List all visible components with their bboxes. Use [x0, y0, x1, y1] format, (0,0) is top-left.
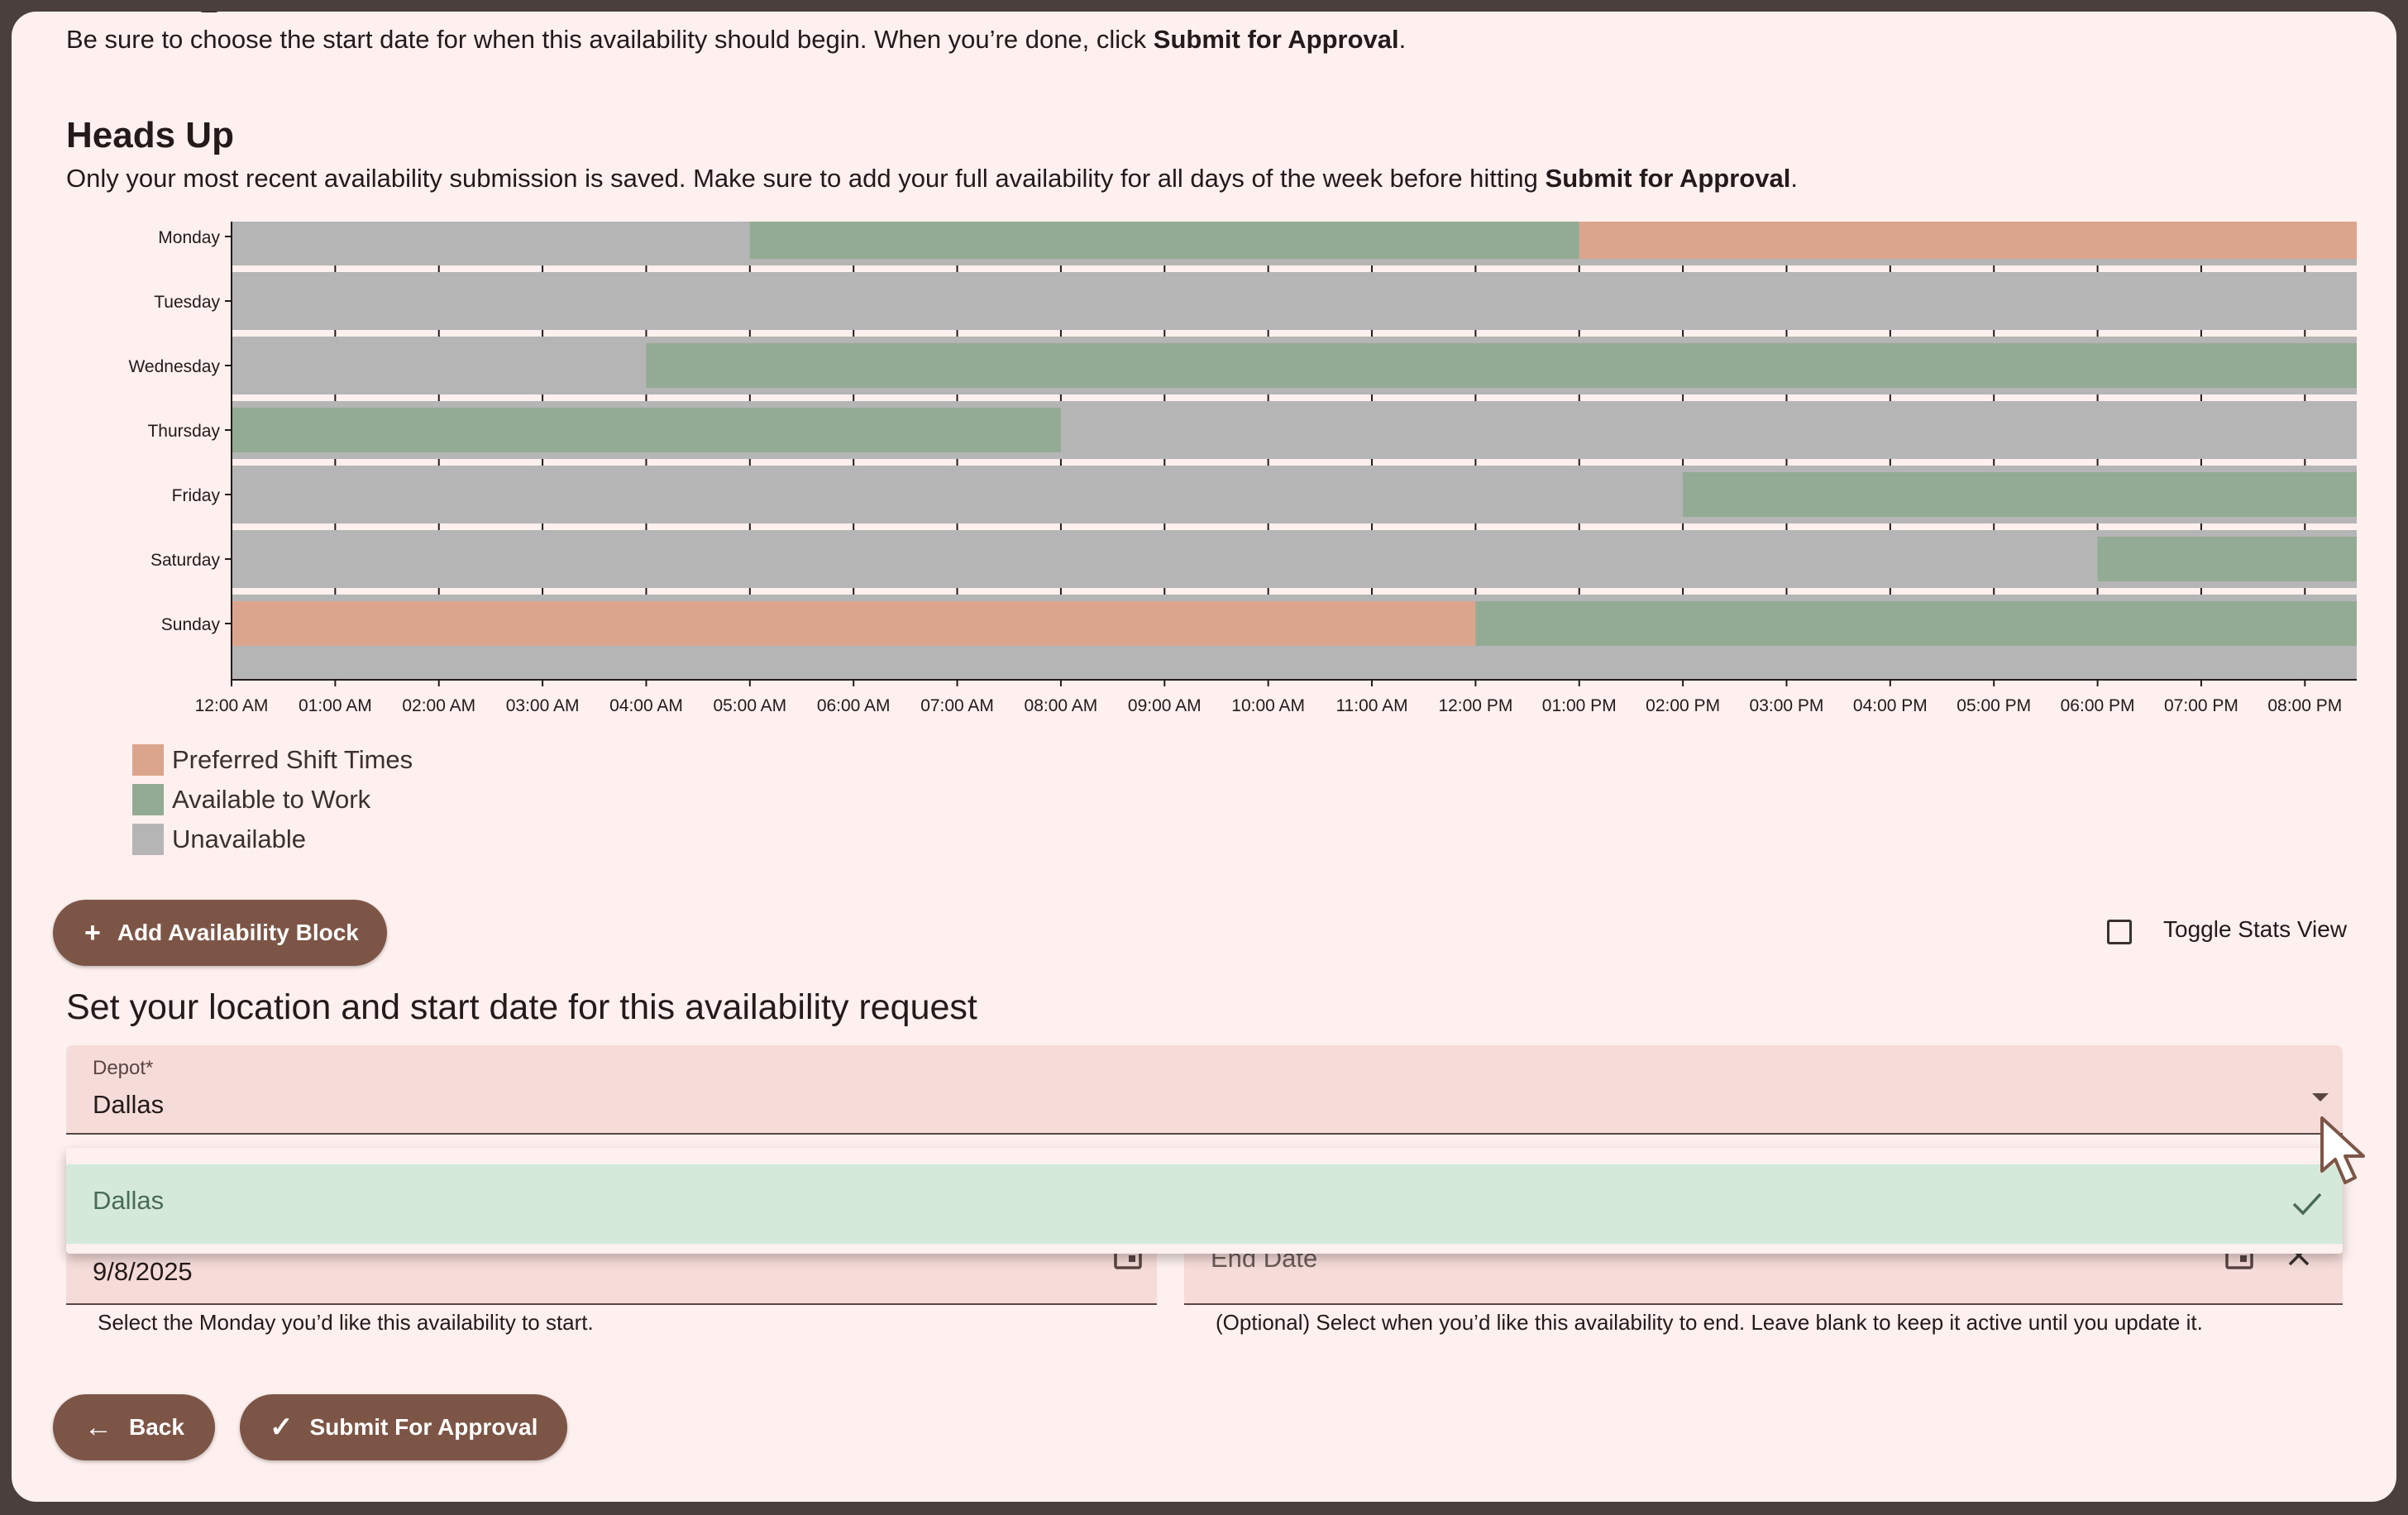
- plus-icon: +: [84, 917, 101, 949]
- x-tick-label-20: 08:00 PM: [2267, 696, 2342, 715]
- bar-saturday-0: [232, 537, 2098, 581]
- x-tick-label-1: 01:00 AM: [299, 696, 372, 715]
- triangle-down-icon[interactable]: [2310, 1092, 2330, 1103]
- legend-swatch-preferred: [132, 744, 164, 776]
- x-tick-label-18: 06:00 PM: [2061, 696, 2135, 715]
- submit-for-approval-label: Submit For Approval: [309, 1414, 538, 1440]
- y-tick-label-saturday: Saturday: [150, 551, 221, 570]
- legend-swatch-unavailable: [132, 824, 164, 855]
- x-tick-label-14: 02:00 PM: [1646, 696, 1720, 715]
- toggle-stats-label[interactable]: Toggle Stats View: [2163, 916, 2348, 942]
- row-separator-0: [232, 265, 2357, 272]
- bar-thursday-1: [1060, 408, 2357, 452]
- intro-text-before: Be sure to choose the start date for whe…: [66, 25, 1154, 54]
- heads-up-text: Only your most recent availability submi…: [66, 162, 1798, 195]
- end-date-helper: (Optional) Select when you’d like this a…: [1216, 1310, 2203, 1335]
- location-section-title: Set your location and start date for thi…: [66, 987, 977, 1027]
- app-window: Be sure to choose the start date for whe…: [12, 12, 2396, 1502]
- legend-swatch-available: [132, 784, 164, 815]
- legend-label-preferred: Preferred Shift Times: [172, 745, 413, 774]
- heads-up-title: Heads Up: [66, 115, 234, 155]
- intro-text-bold: Submit for Approval: [1153, 25, 1399, 54]
- y-tick-label-wednesday: Wednesday: [128, 357, 220, 376]
- x-tick-label-12: 12:00 PM: [1438, 696, 1512, 715]
- x-tick-label-7: 07:00 AM: [920, 696, 994, 715]
- y-tick-label-friday: Friday: [172, 486, 221, 505]
- heads-up-text-after: .: [1790, 164, 1798, 193]
- check-icon: ✓: [270, 1412, 294, 1443]
- x-tick-label-19: 07:00 PM: [2164, 696, 2238, 715]
- heads-up-text-before: Only your most recent availability submi…: [66, 164, 1546, 193]
- x-tick-label-0: 12:00 AM: [195, 696, 269, 715]
- row-separator-4: [232, 523, 2357, 530]
- x-tick-label-15: 03:00 PM: [1750, 696, 1824, 715]
- intro-text: Be sure to choose the start date for whe…: [66, 23, 1406, 56]
- start-date-helper: Select the Monday you’d like this availa…: [98, 1310, 594, 1335]
- legend-item-unavailable: Unavailable: [132, 824, 306, 855]
- depot-value: Dallas: [93, 1090, 165, 1119]
- bar-saturday-1: [2097, 537, 2357, 581]
- x-tick-label-16: 04:00 PM: [1853, 696, 1928, 715]
- x-tick-label-9: 09:00 AM: [1128, 696, 1202, 715]
- availability-chart: Monday Tuesday Wednesday Thursday Friday Satu…: [94, 222, 2396, 751]
- legend-label-available: Available to Work: [172, 785, 371, 814]
- bar-sunday-0: [232, 601, 1476, 646]
- x-tick-label-13: 01:00 PM: [1542, 696, 1617, 715]
- y-tick-label-tuesday: Tuesday: [154, 293, 220, 312]
- x-tick-label-10: 10:00 AM: [1231, 696, 1305, 715]
- top-heading-partial: [66, 12, 397, 15]
- legend-item-available: Available to Work: [132, 784, 370, 815]
- bar-friday-1: [1683, 472, 2357, 517]
- legend-label-unavailable: Unavailable: [172, 824, 306, 853]
- row-separator-5: [232, 588, 2357, 595]
- bar-tuesday-0: [232, 279, 2357, 323]
- x-tick-label-3: 03:00 AM: [506, 696, 580, 715]
- y-tick-label-thursday: Thursday: [147, 422, 220, 441]
- intro-text-after: .: [1398, 25, 1407, 54]
- bar-monday-2: [1579, 222, 2357, 259]
- x-tick-label-4: 04:00 AM: [609, 696, 683, 715]
- bar-friday-0: [232, 472, 1684, 517]
- x-tick-label-2: 02:00 AM: [402, 696, 475, 715]
- depot-option-dallas[interactable]: Dallas: [66, 1164, 2343, 1244]
- add-availability-block-label: Add Availability Block: [117, 920, 359, 945]
- y-tick-label-sunday: Sunday: [161, 615, 221, 634]
- submit-for-approval-button[interactable]: ✓ Submit For Approval: [240, 1394, 567, 1460]
- mouse-pointer-icon: [2320, 1116, 2365, 1184]
- availability-chart-svg: Monday Tuesday Wednesday Thursday Friday Satu…: [128, 222, 2358, 715]
- check-icon: [2292, 1192, 2322, 1216]
- x-tick-label-8: 08:00 AM: [1025, 696, 1098, 715]
- depot-label: Depot*: [93, 1057, 154, 1079]
- depot-option-label: Dallas: [93, 1186, 165, 1215]
- bar-sunday-1: [1475, 601, 2357, 646]
- heads-up-text-bold: Submit for Approval: [1545, 164, 1791, 193]
- arrow-left-icon: ←: [84, 1412, 112, 1443]
- y-tick-label-monday: Monday: [158, 228, 220, 247]
- back-label: Back: [129, 1414, 184, 1440]
- back-button[interactable]: ← Back: [53, 1394, 215, 1460]
- start-date-value: 9/8/2025: [93, 1257, 193, 1286]
- row-separator-2: [232, 394, 2357, 401]
- legend-item-preferred: Preferred Shift Times: [132, 744, 413, 776]
- bar-monday-1: [749, 222, 1579, 259]
- bar-thursday-0: [232, 408, 1061, 452]
- row-separator-1: [232, 330, 2357, 337]
- toggle-stats-checkbox[interactable]: [2107, 920, 2132, 944]
- depot-dropdown-menu: Dallas: [66, 1148, 2343, 1254]
- add-availability-block-button[interactable]: + Add Availability Block: [53, 900, 387, 966]
- x-tick-label-17: 05:00 PM: [1956, 696, 2031, 715]
- row-separator-3: [232, 459, 2357, 466]
- x-tick-label-11: 11:00 AM: [1335, 696, 1407, 715]
- depot-select[interactable]: Depot* Dallas: [66, 1045, 2343, 1135]
- x-tick-label-6: 06:00 AM: [817, 696, 891, 715]
- bar-wednesday-1: [646, 343, 2358, 388]
- bar-wednesday-0: [232, 343, 647, 388]
- x-tick-label-5: 05:00 AM: [713, 696, 786, 715]
- bar-monday-0: [232, 222, 750, 259]
